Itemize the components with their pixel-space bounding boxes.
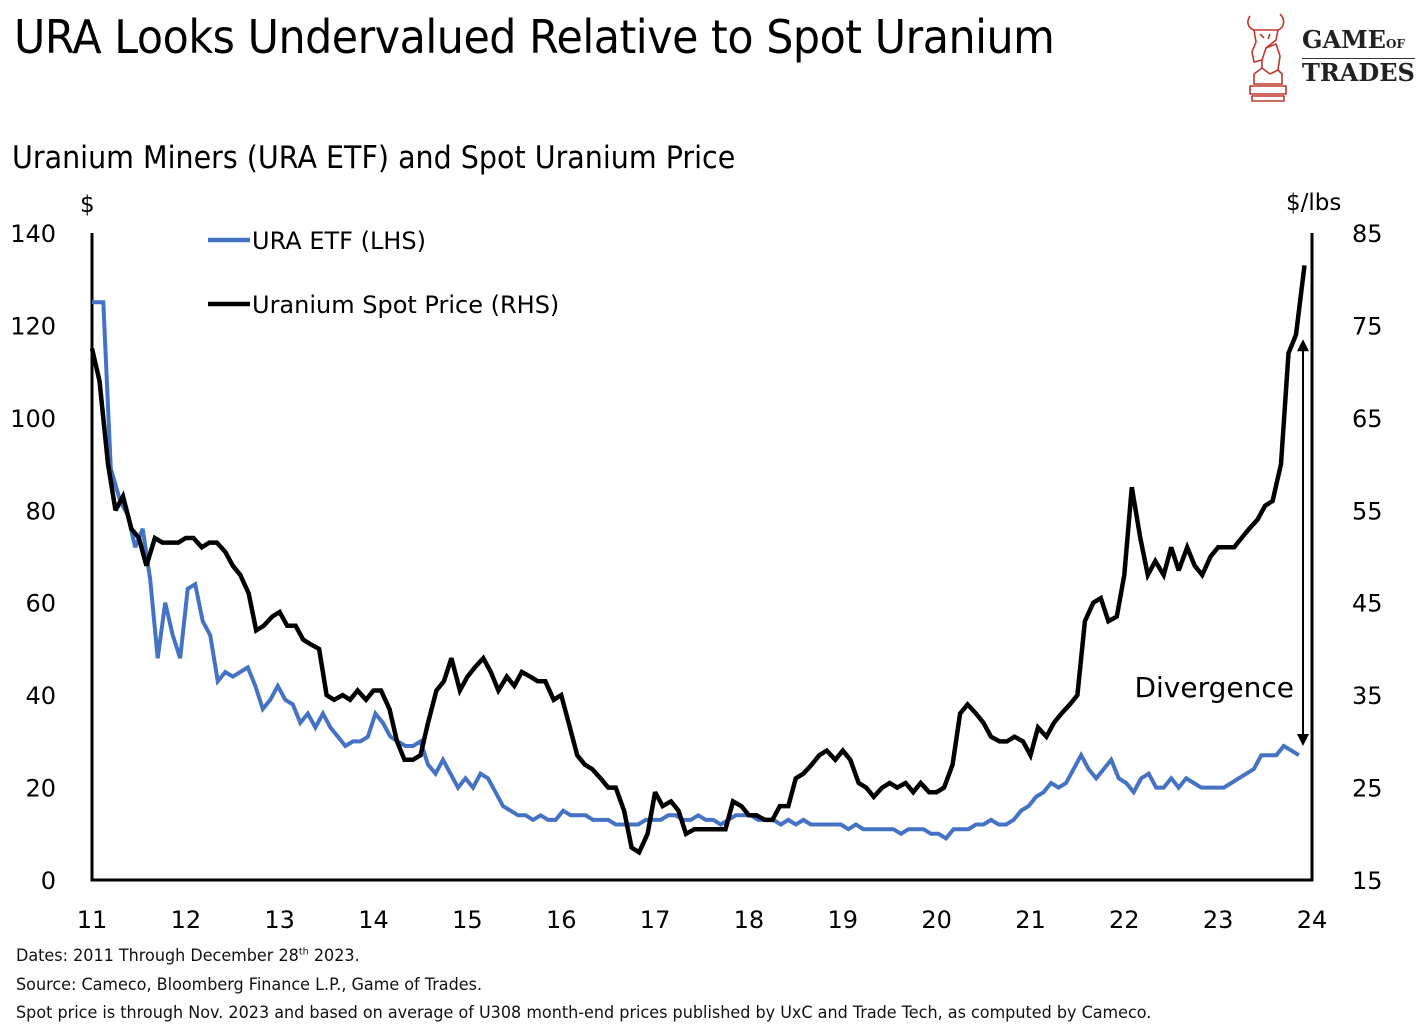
left-axis-tick-label: 20: [25, 775, 56, 803]
x-axis-tick-label: 22: [1109, 906, 1140, 934]
right-axis-tick-label: 25: [1352, 775, 1383, 803]
left-axis-tick-label: 40: [25, 682, 56, 710]
legend-label: Uranium Spot Price (RHS): [252, 291, 559, 319]
legend-label: URA ETF (LHS): [252, 227, 426, 255]
footer-source: Source: Cameco, Bloomberg Finance L.P., …: [16, 975, 483, 994]
arrow-up-icon: [1297, 339, 1309, 352]
x-axis-tick-label: 18: [734, 906, 765, 934]
left-axis-tick-label: 100: [10, 405, 56, 433]
left-axis-tick-label: 80: [25, 497, 56, 525]
left-axis-tick-label: 60: [25, 590, 56, 618]
right-axis-tick-label: 65: [1352, 405, 1383, 433]
arrow-down-icon: [1297, 733, 1309, 746]
x-axis-tick-label: 15: [452, 906, 483, 934]
x-axis-tick-label: 21: [1015, 906, 1046, 934]
right-axis-tick-label: 85: [1352, 220, 1383, 248]
divergence-annotation: Divergence: [1134, 339, 1309, 746]
x-axis-tick-label: 17: [640, 906, 671, 934]
left-axis-tick-label: 140: [10, 220, 56, 248]
logo-text-trades: TRADES: [1302, 58, 1415, 87]
x-axis-tick-label: 23: [1203, 906, 1234, 934]
logo-text-of: OF: [1385, 37, 1405, 51]
x-axis-tick-label: 16: [546, 906, 577, 934]
right-axis-tick-label: 15: [1352, 867, 1383, 895]
chart-title: URA Looks Undervalued Relative to Spot U…: [14, 10, 1055, 64]
x-axis-tick-label: 19: [827, 906, 858, 934]
right-axis-tick-label: 35: [1352, 682, 1383, 710]
chart-series: [89, 265, 1307, 856]
ura-etf-line: [92, 300, 1300, 842]
logo-text-game: GAME: [1302, 25, 1386, 54]
game-of-trades-logo: GAMEOF TRADES: [1240, 6, 1420, 106]
x-axis-tick-label: 12: [171, 906, 202, 934]
right-axis-tick-label: 75: [1352, 312, 1383, 340]
uranium-spot-price-line: [89, 265, 1307, 856]
x-axis-tick-label: 20: [921, 906, 952, 934]
x-axis-tick-label: 24: [1297, 906, 1328, 934]
footer-dates: Dates: 2011 Through December 28th 2023.: [16, 946, 360, 965]
right-axis-unit-label: $/lbs: [1286, 190, 1341, 216]
x-axis-tick-label: 13: [264, 906, 295, 934]
x-axis-tick-label: 14: [358, 906, 389, 934]
left-axis-unit-label: $: [80, 192, 95, 218]
right-axis-tick-label: 45: [1352, 590, 1383, 618]
bull-chess-knight-icon: [1247, 13, 1287, 102]
x-axis-tick-label: 11: [77, 906, 108, 934]
footer-note: Spot price is through Nov. 2023 and base…: [16, 1003, 1152, 1022]
chart-axes: 0 20 40 60 80 100 120 140 15 25 35 45 55 65 75 85 11 12 13…: [10, 190, 1382, 934]
chart-subtitle: Uranium Miners (URA ETF) and Spot Uraniu…: [12, 140, 736, 176]
divergence-label: Divergence: [1134, 671, 1294, 704]
left-axis-tick-label: 0: [41, 867, 56, 895]
left-axis-tick-label: 120: [10, 312, 56, 340]
right-axis-tick-label: 55: [1352, 497, 1383, 525]
chart-legend: URA ETF (LHS) Uranium Spot Price (RHS): [208, 227, 559, 319]
